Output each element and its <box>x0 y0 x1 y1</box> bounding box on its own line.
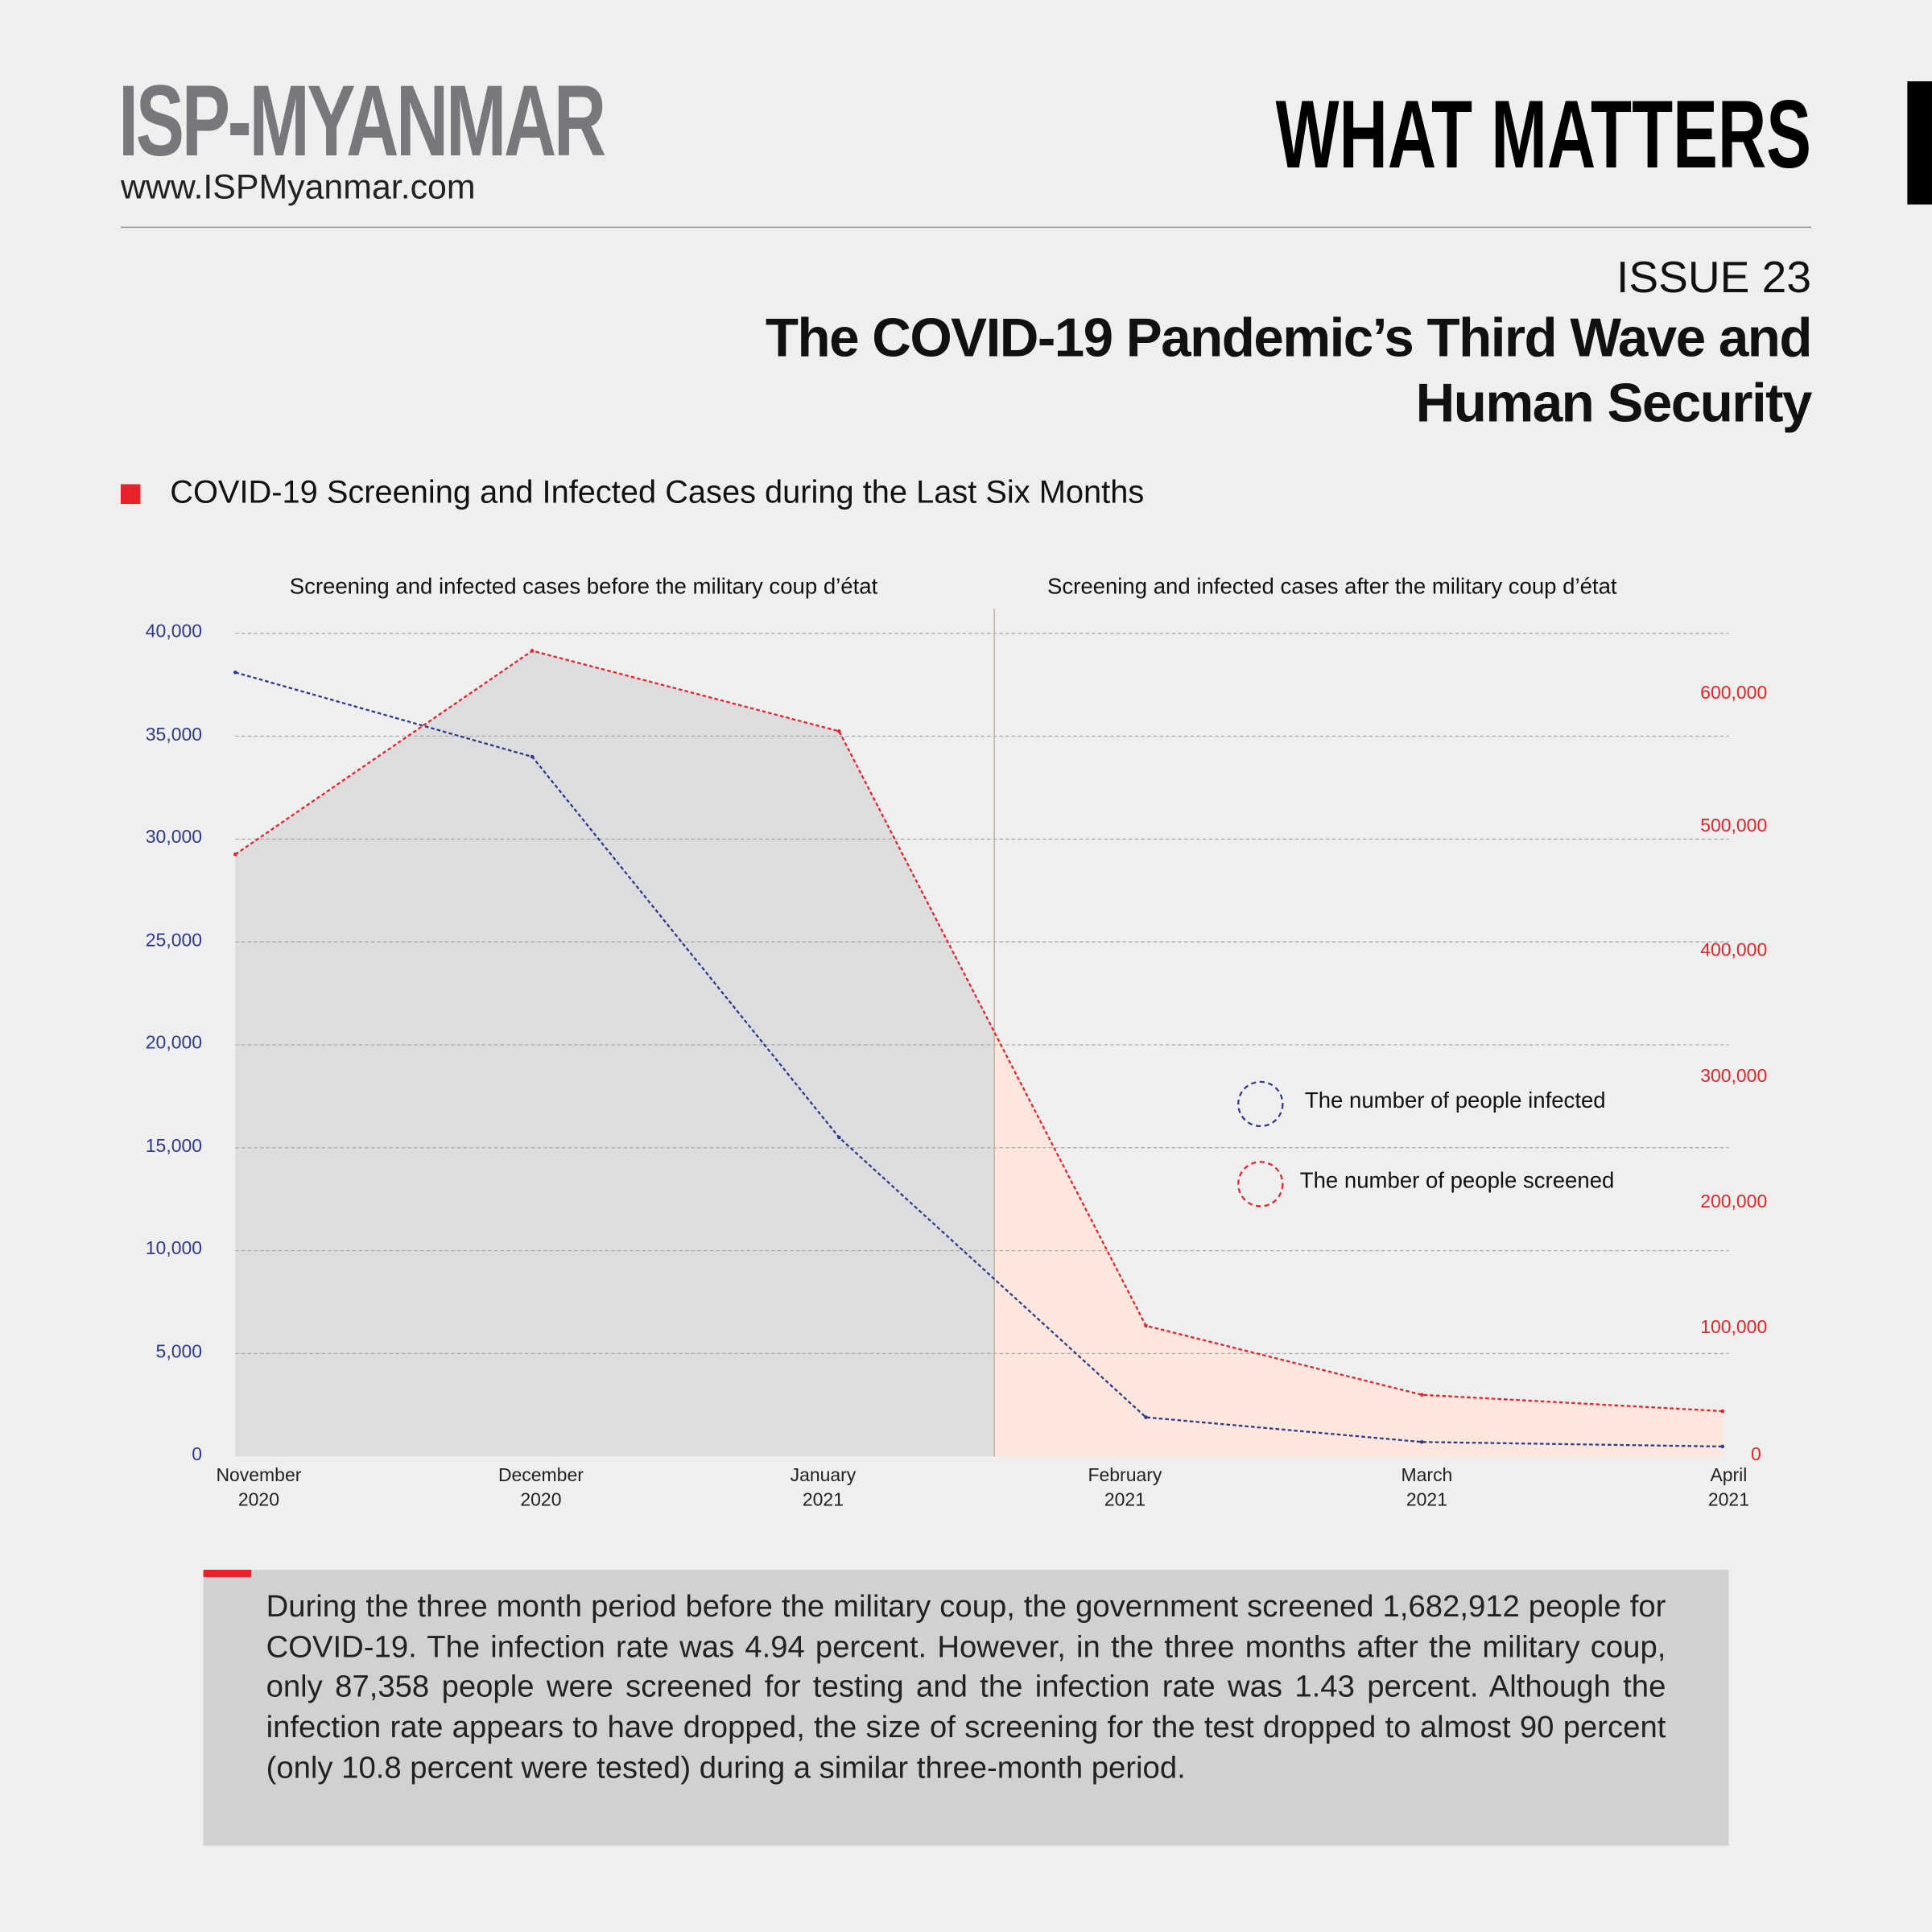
infected-point <box>1144 1415 1148 1419</box>
after-coup-area <box>994 1032 1723 1457</box>
infected-point <box>233 670 237 675</box>
section-label-before: Screening and infected cases before the … <box>289 574 878 599</box>
legend-infected-icon <box>1237 1080 1284 1128</box>
chart-title: COVID-19 Screening and Infected Cases du… <box>170 473 1145 510</box>
screened-point <box>1144 1323 1148 1328</box>
infected-series-line <box>235 671 1723 1448</box>
title-line-2: Human Security <box>1415 373 1813 434</box>
header-divider <box>120 226 1811 229</box>
infected-point <box>837 1135 841 1140</box>
screened-series-line <box>234 650 1723 1413</box>
y-right-tick-label: 300,000 <box>1700 1065 1768 1087</box>
y-right-tick-label: 200,000 <box>1700 1191 1768 1213</box>
y-left-tick-label: 40,000 <box>145 621 203 642</box>
x-tick-label: January 2021 <box>790 1464 857 1511</box>
y-left-tick-label: 35,000 <box>145 724 203 745</box>
before-coup-area <box>235 650 995 1457</box>
x-tick-label: March 2021 <box>1401 1464 1453 1511</box>
y-left-tick-label: 25,000 <box>145 929 203 951</box>
y-right-tick-label: 100,000 <box>1700 1317 1768 1339</box>
series-name: WHAT MATTERS <box>1275 80 1811 189</box>
y-right-tick-label: 500,000 <box>1700 815 1768 837</box>
y-right-tick-label: 600,000 <box>1700 682 1768 704</box>
screened-point <box>837 729 841 733</box>
y-left-tick-label: 30,000 <box>145 827 203 848</box>
screened-point <box>1720 1409 1725 1414</box>
screened-point <box>530 649 535 653</box>
y-left-tick-label: 5,000 <box>155 1341 203 1363</box>
y-left-tick-label: 15,000 <box>145 1135 203 1157</box>
title-line-1: The COVID-19 Pandemic’s Third Wave and <box>765 308 1813 369</box>
note-text: During the three month period before the… <box>266 1589 1666 1785</box>
note-accent-bar <box>203 1569 252 1578</box>
legend-screened-label: The number of people screened <box>1299 1168 1615 1193</box>
x-tick-label: December 2020 <box>497 1464 584 1511</box>
infected-point <box>1720 1444 1725 1449</box>
y-left-tick-label: 0 <box>192 1443 203 1465</box>
legend-infected-label: The number of people infected <box>1304 1088 1606 1113</box>
red-square-bullet <box>120 484 141 505</box>
infected-point <box>1420 1439 1424 1444</box>
issue-number: ISSUE 23 <box>1616 251 1811 302</box>
screened-point <box>1420 1393 1424 1397</box>
y-right-tick-label: 400,000 <box>1700 939 1768 961</box>
section-label-after: Screening and infected cases after the m… <box>1047 574 1617 599</box>
x-tick-label: November 2020 <box>216 1464 302 1511</box>
website-url[interactable]: www.ISPMyanmar.com <box>120 167 476 206</box>
y-right-tick-label: 0 <box>1750 1443 1761 1465</box>
black-accent-bar <box>1907 81 1932 205</box>
x-tick-label: April 2021 <box>1707 1464 1749 1511</box>
screened-point <box>233 852 237 857</box>
y-left-tick-label: 10,000 <box>145 1238 203 1260</box>
infected-point <box>530 754 535 759</box>
y-left-tick-label: 20,000 <box>145 1032 203 1054</box>
page-title: The COVID-19 Pandemic’s Third Wave and H… <box>765 306 1813 436</box>
logo: ISP-MYANMAR <box>118 65 606 178</box>
note-box <box>203 1569 1729 1846</box>
x-tick-label: February 2021 <box>1088 1464 1162 1511</box>
legend-screened-icon <box>1237 1161 1284 1208</box>
